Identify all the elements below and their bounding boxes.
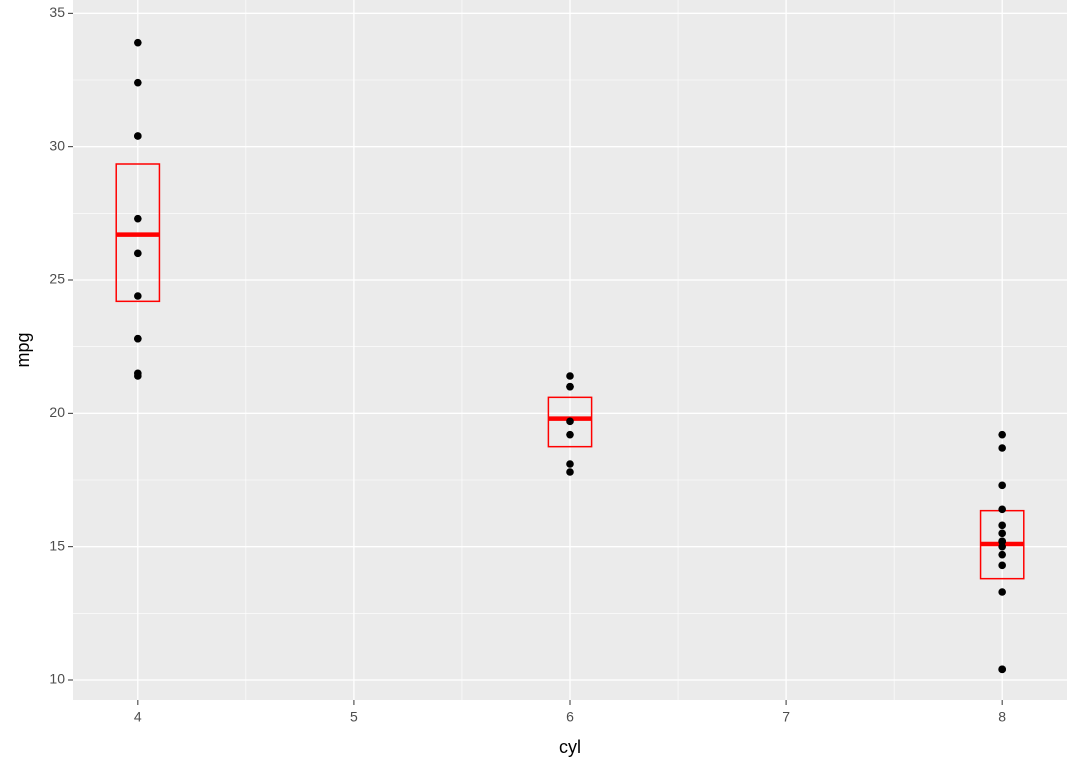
point (998, 550, 1006, 559)
point (566, 468, 574, 476)
point (134, 249, 142, 258)
x-axis-title: cyl (559, 737, 581, 757)
y-tick-label: 35 (49, 4, 65, 20)
x-tick-label: 8 (998, 709, 1006, 725)
x-tick-label: 4 (134, 709, 142, 725)
point (134, 214, 142, 223)
x-tick-label: 7 (782, 709, 790, 725)
point (566, 372, 574, 380)
point (998, 588, 1006, 596)
point (566, 430, 574, 439)
point (566, 382, 574, 391)
point (998, 561, 1006, 570)
point (998, 529, 1006, 538)
y-tick-label: 30 (49, 137, 65, 153)
x-tick-label: 5 (350, 709, 358, 725)
point (998, 665, 1006, 674)
point (998, 444, 1006, 452)
point (134, 292, 142, 300)
crossbar-box (547, 396, 593, 448)
point (998, 430, 1006, 439)
y-tick-label: 25 (49, 271, 65, 287)
point (134, 372, 142, 380)
point (134, 132, 142, 140)
point (998, 537, 1006, 546)
point (134, 78, 142, 87)
point (566, 460, 574, 468)
x-tick-label: 6 (566, 709, 574, 725)
y-tick-label: 15 (49, 537, 65, 553)
y-tick-label: 10 (49, 671, 65, 687)
point (134, 38, 142, 47)
point (998, 542, 1006, 551)
point (998, 521, 1006, 530)
y-axis-title: mpg (13, 332, 33, 367)
point (998, 481, 1006, 490)
y-tick-label: 20 (49, 404, 65, 420)
point (998, 505, 1006, 514)
point (134, 334, 142, 343)
point (566, 417, 574, 426)
